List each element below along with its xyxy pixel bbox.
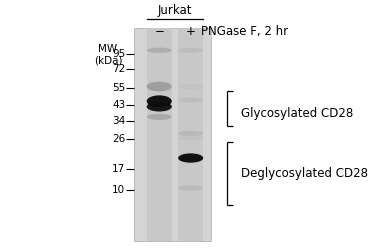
- Ellipse shape: [147, 95, 172, 107]
- Ellipse shape: [178, 84, 203, 89]
- Ellipse shape: [178, 48, 203, 53]
- Text: 17: 17: [112, 164, 126, 174]
- Text: PNGase F, 2 hr: PNGase F, 2 hr: [201, 26, 288, 38]
- Text: 26: 26: [112, 134, 126, 144]
- Text: +: +: [186, 26, 196, 38]
- Ellipse shape: [147, 102, 172, 112]
- Ellipse shape: [178, 136, 203, 140]
- Text: 34: 34: [112, 116, 126, 126]
- Text: −: −: [154, 26, 164, 38]
- Ellipse shape: [178, 185, 203, 190]
- Text: Glycosylated CD28: Glycosylated CD28: [241, 107, 353, 120]
- Bar: [147, 28, 172, 241]
- Ellipse shape: [178, 154, 203, 163]
- Ellipse shape: [147, 114, 172, 120]
- Text: 55: 55: [112, 83, 126, 93]
- Ellipse shape: [147, 48, 172, 53]
- Bar: [178, 28, 203, 241]
- Ellipse shape: [147, 82, 172, 92]
- Text: 95: 95: [112, 49, 126, 59]
- Ellipse shape: [178, 131, 203, 136]
- Text: 72: 72: [112, 64, 126, 74]
- Bar: [134, 28, 211, 241]
- Text: Jurkat: Jurkat: [158, 4, 192, 17]
- Text: 10: 10: [112, 185, 126, 195]
- Ellipse shape: [178, 98, 203, 102]
- Text: Deglycosylated CD28: Deglycosylated CD28: [241, 168, 368, 180]
- Text: MW
(kDa): MW (kDa): [94, 44, 122, 66]
- Text: 43: 43: [112, 100, 126, 110]
